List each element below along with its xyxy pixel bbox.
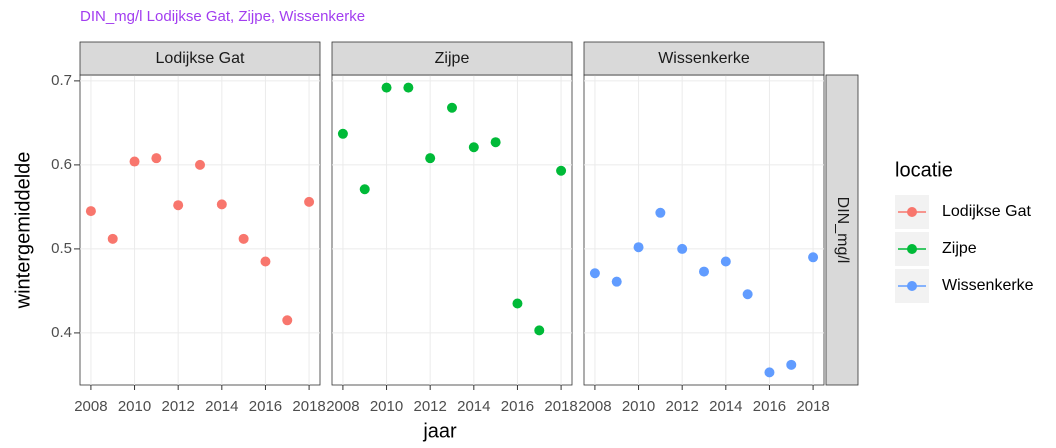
- y-tick-label: 0.6: [51, 156, 72, 173]
- x-tick-label: 2014: [709, 398, 742, 415]
- strip-label: Lodijkse Gat: [156, 50, 245, 67]
- point: [447, 102, 457, 113]
- point: [337, 128, 348, 139]
- x-tick-label: 2012: [161, 398, 194, 415]
- x-tick-label: 2018: [544, 398, 577, 415]
- x-tick-label: 2014: [205, 398, 238, 415]
- strip-right: [825, 74, 859, 386]
- x-tick-label: 2008: [326, 398, 359, 415]
- point: [490, 137, 501, 148]
- point: [151, 153, 162, 164]
- point: [786, 359, 797, 370]
- y-tick-label: 0.7: [51, 72, 72, 89]
- x-tick-label: 2016: [753, 398, 786, 415]
- point: [589, 268, 600, 279]
- legend-label: Wissenkerke: [942, 277, 1034, 294]
- strip-right-label: DIN_mg/l: [834, 197, 851, 264]
- point: [655, 207, 666, 218]
- strip-label: Wissenkerke: [658, 50, 750, 67]
- x-tick-label: 2012: [413, 398, 446, 415]
- point: [764, 367, 775, 378]
- point: [611, 276, 622, 287]
- point: [238, 233, 249, 244]
- x-tick-label: 2010: [118, 398, 151, 415]
- point: [85, 206, 96, 217]
- panel: [331, 74, 573, 386]
- y-tick-label: 0.5: [51, 240, 72, 257]
- x-tick-label: 2016: [501, 398, 534, 415]
- point: [107, 233, 118, 244]
- panel: [583, 74, 825, 386]
- x-tick-label: 2012: [665, 398, 698, 415]
- x-tick-label: 2008: [74, 398, 107, 415]
- legend-title: locatie: [895, 159, 953, 181]
- x-tick-label: 2018: [292, 398, 325, 415]
- point: [677, 243, 688, 254]
- point: [556, 165, 567, 176]
- x-tick-label: 2010: [622, 398, 655, 415]
- legend-point: [907, 207, 917, 217]
- point: [808, 252, 819, 263]
- point: [720, 256, 731, 267]
- point: [381, 82, 392, 93]
- y-axis-label: wintergemiddelde: [12, 152, 34, 310]
- strip-label: Zijpe: [435, 50, 470, 67]
- point: [403, 82, 414, 93]
- legend-label: Lodijkse Gat: [942, 203, 1031, 220]
- strip: [583, 41, 825, 76]
- point: [742, 289, 753, 300]
- legend-point: [907, 281, 917, 291]
- point: [512, 298, 523, 309]
- point: [633, 242, 644, 253]
- x-axis-label: jaar: [422, 420, 457, 442]
- legend-point: [907, 244, 917, 254]
- x-tick-label: 2016: [249, 398, 282, 415]
- point: [468, 142, 479, 153]
- point: [173, 200, 184, 211]
- x-tick-label: 2014: [457, 398, 490, 415]
- chart-title: DIN_mg/l Lodijkse Gat, Zijpe, Wissenkerk…: [80, 8, 365, 25]
- x-tick-label: 2008: [578, 398, 611, 415]
- strip: [331, 41, 573, 76]
- point: [425, 153, 436, 164]
- point: [260, 256, 271, 267]
- strip: [79, 41, 321, 76]
- point: [534, 325, 545, 336]
- point: [304, 196, 315, 207]
- point: [129, 156, 140, 167]
- point: [699, 266, 709, 277]
- x-tick-label: 2018: [796, 398, 829, 415]
- panel: [79, 74, 321, 386]
- x-tick-label: 2010: [370, 398, 403, 415]
- legend-label: Zijpe: [942, 240, 977, 257]
- y-tick-label: 0.4: [51, 324, 72, 341]
- point: [195, 159, 205, 170]
- point: [282, 315, 293, 326]
- point: [359, 184, 370, 195]
- point: [216, 199, 227, 210]
